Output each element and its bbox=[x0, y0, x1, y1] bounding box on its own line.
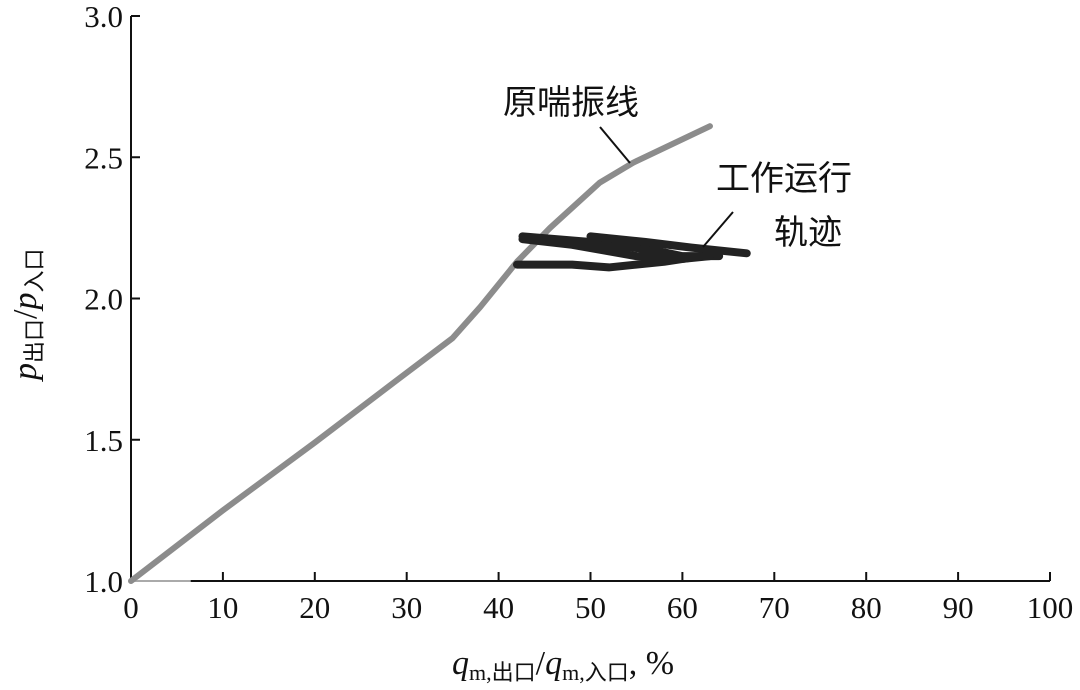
trajectory-leader bbox=[702, 211, 734, 248]
x-tick-label: 80 bbox=[851, 590, 882, 625]
tick-labels: 0 10 20 30 40 50 60 70 80 90 100 1.0 1.5 2.0 2.5 3.0 bbox=[84, 0, 1073, 625]
x-axis-label: qm,出口/qm,入口, % bbox=[452, 645, 674, 685]
x-tick-label: 30 bbox=[391, 590, 422, 625]
x-tick-label: 90 bbox=[943, 590, 974, 625]
y-tick-label: 1.0 bbox=[84, 564, 123, 599]
trajectory-label-line2: 轨迹 bbox=[774, 213, 842, 253]
trajectory-stroke bbox=[512, 252, 705, 272]
y-tick-label: 2.0 bbox=[84, 282, 123, 317]
x-tick-label: 40 bbox=[483, 590, 514, 625]
x-tick-label: 10 bbox=[207, 590, 238, 625]
y-tick-label: 1.5 bbox=[84, 423, 123, 458]
x-tick-label: 100 bbox=[1027, 590, 1074, 625]
y-tick-label: 2.5 bbox=[84, 140, 123, 175]
x-tick-label: 60 bbox=[667, 590, 698, 625]
series bbox=[128, 123, 751, 584]
trajectory-label-line1: 工作运行 bbox=[716, 159, 852, 199]
surge-line-label: 原喘振线 bbox=[503, 83, 639, 123]
y-axis-label: p出口/p入口 bbox=[7, 249, 47, 382]
surge-line-leader bbox=[599, 126, 631, 164]
x-tick-label: 0 bbox=[123, 590, 139, 625]
y-tick-label: 3.0 bbox=[84, 0, 123, 34]
surge-line bbox=[128, 123, 713, 584]
trajectory-stroke bbox=[586, 232, 751, 258]
x-tick-label: 70 bbox=[759, 590, 790, 625]
x-tick-label: 20 bbox=[299, 590, 330, 625]
x-tick-label: 50 bbox=[575, 590, 606, 625]
